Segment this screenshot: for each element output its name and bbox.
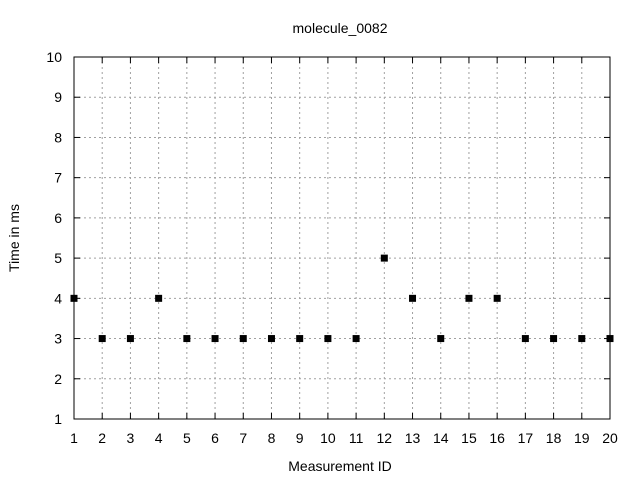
chart-title: molecule_0082 (293, 20, 388, 36)
data-point (155, 294, 163, 302)
tick-layer: 1 2 3 4 5 6 7 8 9 10 11 12 13 14 15 16 17 18 19 20123456789… (46, 49, 618, 446)
data-points (70, 254, 614, 343)
data-point (606, 335, 614, 343)
data-point (239, 335, 247, 343)
x-tick-label: 15 (461, 430, 477, 446)
x-tick-label: 5 (183, 430, 191, 446)
x-tick-label: 6 (211, 430, 219, 446)
y-tick-label: 7 (54, 170, 62, 186)
x-tick-label: 10 (320, 430, 336, 446)
x-tick-label: 12 (377, 430, 393, 446)
x-tick-label: 16 (489, 430, 505, 446)
x-tick-label: 20 (602, 430, 618, 446)
y-tick-label: 1 (54, 411, 62, 427)
x-tick-label: 18 (546, 430, 562, 446)
data-point (578, 335, 586, 343)
y-axis-title: Time in ms (6, 204, 22, 272)
y-tick-label: 4 (54, 290, 62, 306)
x-tick-label: 9 (296, 430, 304, 446)
data-point (465, 294, 473, 302)
y-tick-label: 8 (54, 129, 62, 145)
y-tick-label: 3 (54, 331, 62, 347)
data-point (493, 294, 501, 302)
data-point (409, 294, 417, 302)
x-tick-label: 13 (405, 430, 421, 446)
y-tick-label: 2 (54, 371, 62, 387)
data-point (211, 335, 219, 343)
data-point (126, 335, 134, 343)
data-point (437, 335, 445, 343)
data-point (352, 335, 360, 343)
y-tick-label: 10 (46, 49, 62, 65)
data-point (550, 335, 558, 343)
y-tick-label: 5 (54, 250, 62, 266)
x-tick-label: 1 (70, 430, 78, 446)
data-point (183, 335, 191, 343)
x-tick-label: 17 (518, 430, 534, 446)
x-tick-label: 7 (239, 430, 247, 446)
x-tick-label: 3 (127, 430, 135, 446)
grid-layer (74, 57, 610, 419)
x-tick-label: 2 (98, 430, 106, 446)
x-tick-label: 8 (268, 430, 276, 446)
x-tick-label: 11 (349, 430, 364, 446)
y-tick-label: 6 (54, 210, 62, 226)
data-point (380, 254, 388, 262)
data-point (98, 335, 106, 343)
x-tick-label: 19 (574, 430, 590, 446)
data-point (70, 294, 78, 302)
data-point (521, 335, 529, 343)
data-point (296, 335, 304, 343)
data-point (324, 335, 332, 343)
x-axis-title: Measurement ID (288, 458, 391, 474)
plot-area-border (73, 56, 611, 420)
y-tick-label: 9 (54, 89, 62, 105)
x-tick-label: 4 (155, 430, 163, 446)
x-tick-label: 14 (433, 430, 449, 446)
data-point (267, 335, 275, 343)
